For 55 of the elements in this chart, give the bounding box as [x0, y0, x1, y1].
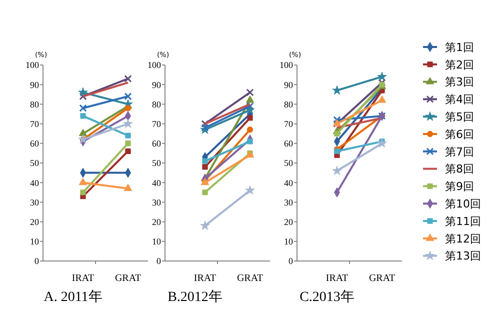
y-tick-label: 80 [284, 99, 294, 110]
legend-label: 第7回 [445, 145, 474, 158]
y-tick-label: 30 [284, 197, 294, 208]
legend-label: 第1回 [445, 40, 474, 54]
y-tick-label: 80 [152, 99, 162, 110]
x-tick-label: GRAT [368, 273, 396, 284]
y-tick-label: 30 [152, 197, 162, 208]
y-tick-label: 50 [284, 158, 294, 168]
legend-label: 第4回 [445, 93, 474, 106]
y-tick-label: 100 [148, 60, 162, 70]
legend-label: 第9回 [445, 180, 474, 194]
x-tick-label: IRAT [72, 273, 94, 284]
x-axis-title: A. 2011年 [44, 289, 102, 305]
y-tick-label: 60 [284, 138, 294, 149]
y-tick-label: 100 [26, 60, 40, 70]
x-tick-label: IRAT [194, 273, 216, 284]
y-tick-label: 0 [288, 256, 294, 266]
y-tick-label: 10 [284, 236, 294, 247]
y-tick-label: 10 [152, 236, 162, 247]
y-tick-label: 50 [30, 158, 40, 168]
y-tick-label: 0 [34, 256, 40, 266]
legend-label: 第10回 [445, 197, 481, 210]
y-tick-label: 90 [152, 80, 162, 90]
y-tick-label: 80 [30, 99, 40, 110]
y-tick-label: 60 [30, 138, 40, 149]
y-tick-label: 40 [30, 178, 40, 188]
legend-label: 第12回 [445, 232, 481, 246]
y-tick-label: 90 [284, 80, 294, 90]
legend-label: 第5回 [445, 110, 474, 124]
y-tick-label: 20 [30, 216, 40, 227]
y-tick-label: 90 [30, 80, 40, 90]
y-tick-label: 70 [30, 118, 40, 129]
x-tick-label: GRAT [114, 273, 142, 284]
y-tick-label: 40 [152, 178, 162, 188]
y-tick-label: 100 [280, 60, 294, 70]
legend-label: 第3回 [445, 76, 474, 89]
legend-label: 第11回 [445, 214, 481, 228]
x-tick-label: IRAT [326, 273, 348, 284]
y-tick-label: 40 [284, 178, 294, 188]
y-tick-label: 70 [152, 118, 162, 129]
y-tick-label: 20 [284, 216, 294, 227]
legend-label: 第6回 [445, 128, 474, 141]
y-tick-label: 20 [152, 216, 162, 227]
y-tick-label: 0 [156, 256, 162, 266]
x-axis-title: B.2012年 [168, 289, 222, 305]
legend-label: 第8回 [445, 162, 474, 176]
y-tick-label: 70 [284, 118, 294, 129]
y-tick-label: 60 [152, 138, 162, 149]
y-tick-label: 10 [30, 236, 40, 247]
y-tick-label: 50 [152, 158, 162, 168]
y-tick-label: 30 [30, 197, 40, 208]
x-axis-title: C.2013年 [300, 289, 354, 305]
legend-label: 第13回 [445, 250, 481, 263]
x-tick-label: GRAT [236, 273, 264, 284]
legend-label: 第2回 [445, 58, 474, 72]
